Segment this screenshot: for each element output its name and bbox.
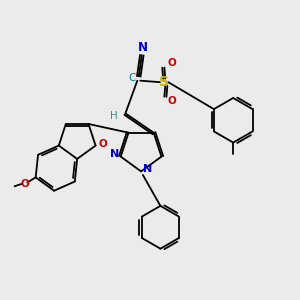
- Text: O: O: [20, 179, 29, 189]
- Text: N: N: [110, 149, 119, 159]
- Text: S: S: [159, 75, 169, 89]
- Text: C: C: [128, 73, 136, 83]
- Text: O: O: [168, 58, 176, 68]
- Text: N: N: [143, 164, 152, 174]
- Text: O: O: [168, 97, 176, 106]
- Text: N: N: [138, 40, 148, 54]
- Text: O: O: [99, 139, 107, 149]
- Text: H: H: [110, 111, 117, 121]
